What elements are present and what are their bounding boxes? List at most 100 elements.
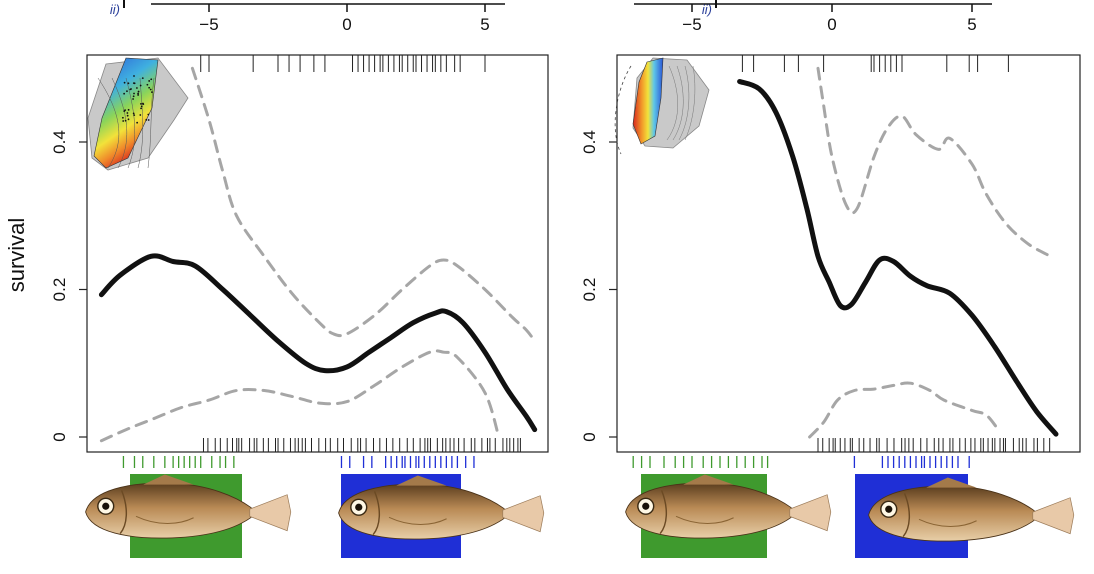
rug-bottom	[817, 438, 1051, 452]
inset-point	[132, 112, 135, 115]
fitness-surface-contour-icon	[614, 57, 710, 155]
fish-dorsal-fin	[143, 474, 194, 485]
y-axis-label: survival	[4, 218, 29, 293]
inset-point	[126, 90, 128, 93]
y-tick-label: 0.4	[580, 130, 599, 154]
inset-point	[137, 92, 139, 95]
inset-point	[123, 81, 126, 84]
inset-contour	[97, 77, 120, 169]
fish-gill	[902, 493, 910, 538]
inset-point	[126, 114, 129, 117]
stickleback-fish-icon	[868, 477, 1075, 542]
inset-point	[145, 119, 148, 121]
y-tick-label: 0	[580, 432, 599, 441]
inset-point	[148, 80, 151, 82]
series-upper-ci	[816, 66, 1052, 258]
inset-point	[127, 118, 130, 121]
series-fit	[737, 79, 1059, 437]
inset-heatmap	[93, 57, 159, 169]
x-tick-label: 0	[342, 15, 351, 34]
inset-point	[136, 87, 138, 89]
inset-contour	[137, 77, 143, 169]
series-lower-ci	[99, 349, 501, 443]
inset-contour	[678, 65, 690, 141]
x-tick-label: −5	[682, 15, 701, 34]
inset-heatmap	[632, 57, 664, 145]
x-tick-label: 0	[827, 15, 836, 34]
stickleback-fish-icon	[625, 474, 832, 539]
inset-point	[133, 114, 136, 117]
y-tick-label: 0.2	[50, 278, 69, 302]
fish-pectoral-fin	[388, 516, 447, 526]
inset-point	[140, 107, 142, 110]
inset-point	[127, 82, 130, 85]
rug-bottom	[202, 438, 521, 452]
green-group-rug	[122, 456, 235, 468]
inset-point	[148, 86, 151, 89]
inset-point	[123, 92, 126, 95]
chart-panel-1: −5 0 5 ii) 0 0.2 0.4 survival	[4, 0, 549, 558]
fish-tail	[1032, 497, 1075, 535]
inset-point	[151, 91, 153, 94]
inset-point	[142, 102, 144, 105]
inset-point	[126, 112, 129, 114]
inset-point	[149, 88, 152, 91]
inset-point	[137, 94, 140, 96]
rug-top	[741, 55, 1009, 72]
inset-point	[139, 114, 142, 116]
inset-point	[123, 110, 126, 113]
rug-top	[200, 55, 486, 72]
inset-point	[140, 105, 143, 108]
inset-point	[150, 78, 153, 81]
y-tick-label: 0.2	[580, 278, 599, 302]
fish-gill	[372, 491, 380, 536]
panel-tag: ii)	[702, 2, 712, 17]
series-fit	[98, 253, 538, 433]
fish-dorsal-fin	[396, 475, 447, 486]
inset-point	[133, 82, 136, 85]
series-lower-ci	[808, 381, 999, 439]
fish-pectoral-fin	[918, 518, 977, 528]
inset-point	[129, 88, 132, 91]
inset-contour	[666, 65, 678, 141]
inset-contour	[125, 77, 136, 169]
inset-point	[132, 95, 135, 98]
inset-point	[141, 77, 144, 79]
green-group-rug	[632, 456, 769, 468]
stickleback-fish-icon	[338, 475, 545, 540]
inset-contour	[614, 65, 632, 155]
fish-pupil	[102, 502, 110, 510]
inset-point	[140, 102, 142, 105]
y-tick-label: 0.4	[50, 130, 69, 154]
inset-point	[147, 119, 150, 121]
blue-group-rug	[853, 456, 970, 468]
fish-pectoral-fin	[675, 515, 734, 525]
inset-point	[127, 108, 130, 111]
fish-dorsal-fin	[683, 474, 734, 485]
fish-pupil	[642, 502, 650, 510]
inset-point	[124, 119, 127, 122]
series-upper-ci	[190, 66, 537, 343]
x-tick-label: 5	[480, 15, 489, 34]
inset-point	[136, 121, 139, 124]
fish-gill	[119, 490, 127, 535]
stickleback-fish-icon	[85, 474, 292, 539]
fish-gill	[659, 490, 667, 535]
inset-contour	[111, 77, 128, 169]
chart-panel-2: −5 0 5 ii) 0 0.2 0.4	[580, 0, 1081, 558]
x-tick-label: −5	[199, 15, 218, 34]
plot-frame	[86, 54, 549, 453]
fish-pupil	[355, 503, 363, 511]
fish-dorsal-fin	[926, 477, 977, 488]
inset-point	[121, 116, 124, 119]
panel-tag: ii)	[110, 2, 120, 17]
fish-tail	[789, 494, 832, 532]
fish-pupil	[885, 505, 893, 513]
fish-tail	[249, 494, 292, 532]
inset-point	[146, 83, 149, 86]
fish-pectoral-fin	[135, 515, 194, 525]
inset-point	[133, 75, 135, 77]
fish-tail	[502, 495, 545, 533]
fitness-surface-contour-icon	[87, 57, 189, 171]
